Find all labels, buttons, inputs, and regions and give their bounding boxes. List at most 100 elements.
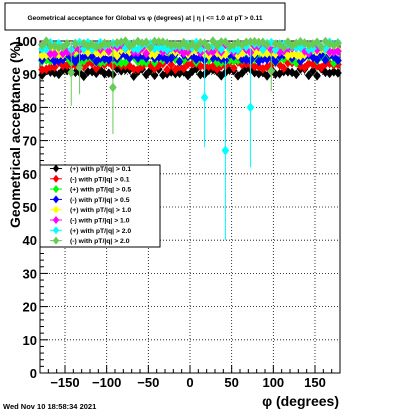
data-series [38,36,342,241]
y-tick-label: 10 [23,333,37,348]
legend-marker [52,216,60,224]
x-axis-label: φ (degrees) [262,393,339,409]
data-point [159,42,167,53]
data-point [38,50,46,61]
data-point [313,54,321,65]
data-point [271,56,280,67]
data-point [225,55,234,65]
data-point [313,37,321,48]
data-point [329,46,338,57]
data-point [192,37,201,48]
data-point [54,42,63,53]
data-point [209,46,217,57]
data-point [121,57,130,67]
y-tick-label: 0 [30,366,37,381]
axis-ticks: −150 −100 −50 0 50 100 150 0 10 20 30 40 50 60 70 80 90 1… [15,34,333,390]
y-tick-label: 80 [23,100,37,115]
data-point [71,39,80,49]
x-tick-label: −100 [92,375,121,390]
data-point [104,39,113,50]
data-point [121,36,130,46]
data-point [163,54,171,65]
data-point [275,69,284,79]
data-point [334,55,342,66]
data-point [196,44,205,55]
data-point [96,41,105,52]
data-point [284,66,292,77]
data-point [296,56,305,67]
data-point [50,49,59,59]
data-point [325,39,334,49]
data-point [321,36,330,47]
y-tick-label: 70 [23,134,37,149]
legend: (+) with pT/|q| > 0.1 (-) with pT/|q| > 0… [39,164,161,248]
y-tick-label: 40 [23,233,37,248]
data-point [46,62,55,72]
data-point [229,63,238,73]
data-point [46,41,55,52]
data-point [209,36,217,46]
data-point [225,41,234,52]
data-point [238,40,246,50]
data-point [163,44,171,55]
data-point [59,42,67,52]
data-point [259,44,267,55]
data-point [179,37,188,48]
data-point [200,38,209,49]
data-point [46,49,55,59]
data-point [309,52,317,63]
legend-label: (-) with pT/|q| > 0.1 [70,176,130,183]
data-point [129,64,138,74]
data-point [221,145,230,156]
data-point [192,42,201,53]
data-point [267,66,276,76]
data-point [254,37,263,48]
y-tick-label: 20 [23,300,37,315]
data-point [263,48,271,59]
data-point [63,38,71,49]
legend-marker [52,236,60,245]
data-point [296,51,305,61]
data-point [296,43,305,53]
data-point [150,70,159,81]
data-point [196,69,205,80]
data-point [38,70,46,80]
data-point [204,42,213,53]
data-point [196,38,205,48]
data-point [125,41,134,51]
data-point [284,57,292,68]
data-point [288,41,296,51]
data-point [154,42,163,53]
y-tick-label: 100 [15,34,37,49]
x-tick-label: −150 [50,375,79,390]
data-point [163,38,171,49]
data-point [213,40,221,51]
legend-label: (+) with pT/|q| > 0.5 [70,187,131,194]
data-point [71,67,80,78]
data-point [313,44,321,55]
data-point [263,71,271,81]
data-point [109,82,117,93]
data-point [304,70,313,81]
data-point [209,41,217,51]
data-point [246,102,255,113]
data-point [217,37,226,47]
data-point [88,39,96,50]
data-point [321,67,330,78]
y-tick-label: 60 [23,167,37,182]
data-point [267,44,276,55]
data-point [334,38,342,49]
data-point [221,55,230,66]
data-point [309,39,317,49]
data-point [188,66,196,77]
data-point [50,68,59,78]
data-point [163,64,171,75]
data-point [188,59,196,69]
data-point [259,64,267,74]
x-tick-label: 150 [304,375,326,390]
data-point [42,36,51,46]
data-point [284,50,292,61]
data-point [238,68,246,78]
data-point [50,41,59,51]
legend-label: (+) with pT/|q| > 1.0 [70,207,131,214]
